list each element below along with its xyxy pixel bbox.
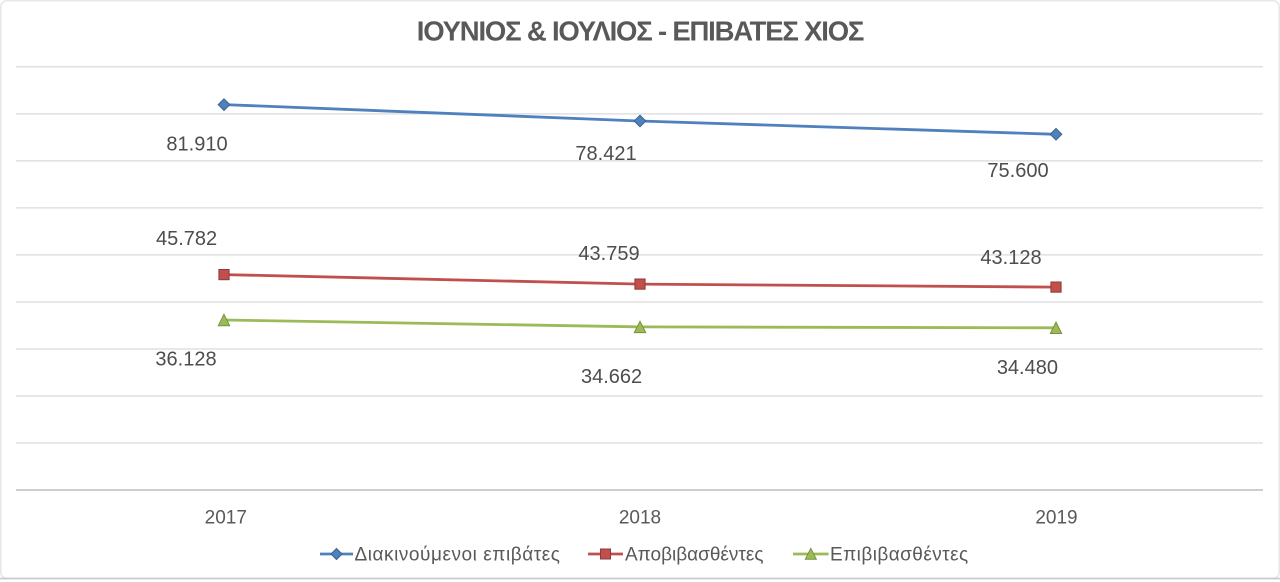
svg-text:2017: 2017 — [205, 508, 247, 529]
svg-text:ΙΟΥΝΙΟΣ & ΙΟΥΛΙΟΣ - ΕΠΙΒΑΤΕΣ Χ: ΙΟΥΝΙΟΣ & ΙΟΥΛΙΟΣ - ΕΠΙΒΑΤΕΣ ΧΙΟΣ — [417, 16, 864, 47]
svg-text:43.128: 43.128 — [980, 247, 1041, 269]
svg-text:43.759: 43.759 — [578, 243, 639, 265]
svg-text:75.600: 75.600 — [987, 160, 1048, 182]
svg-text:Διακινούμενοι επιβάτες: Διακινούμενοι επιβάτες — [355, 545, 561, 566]
svg-text:81.910: 81.910 — [166, 133, 227, 155]
svg-text:Επιβιβασθέντες: Επιβιβασθέντες — [830, 545, 969, 566]
svg-text:2019: 2019 — [1035, 508, 1077, 529]
svg-text:34.480: 34.480 — [997, 357, 1058, 379]
svg-text:45.782: 45.782 — [156, 228, 217, 250]
svg-text:2018: 2018 — [619, 508, 661, 529]
svg-text:Αποβιβασθέντες: Αποβιβασθέντες — [625, 545, 764, 566]
svg-text:36.128: 36.128 — [155, 349, 216, 371]
svg-text:34.662: 34.662 — [581, 366, 642, 388]
svg-text:78.421: 78.421 — [575, 143, 636, 165]
